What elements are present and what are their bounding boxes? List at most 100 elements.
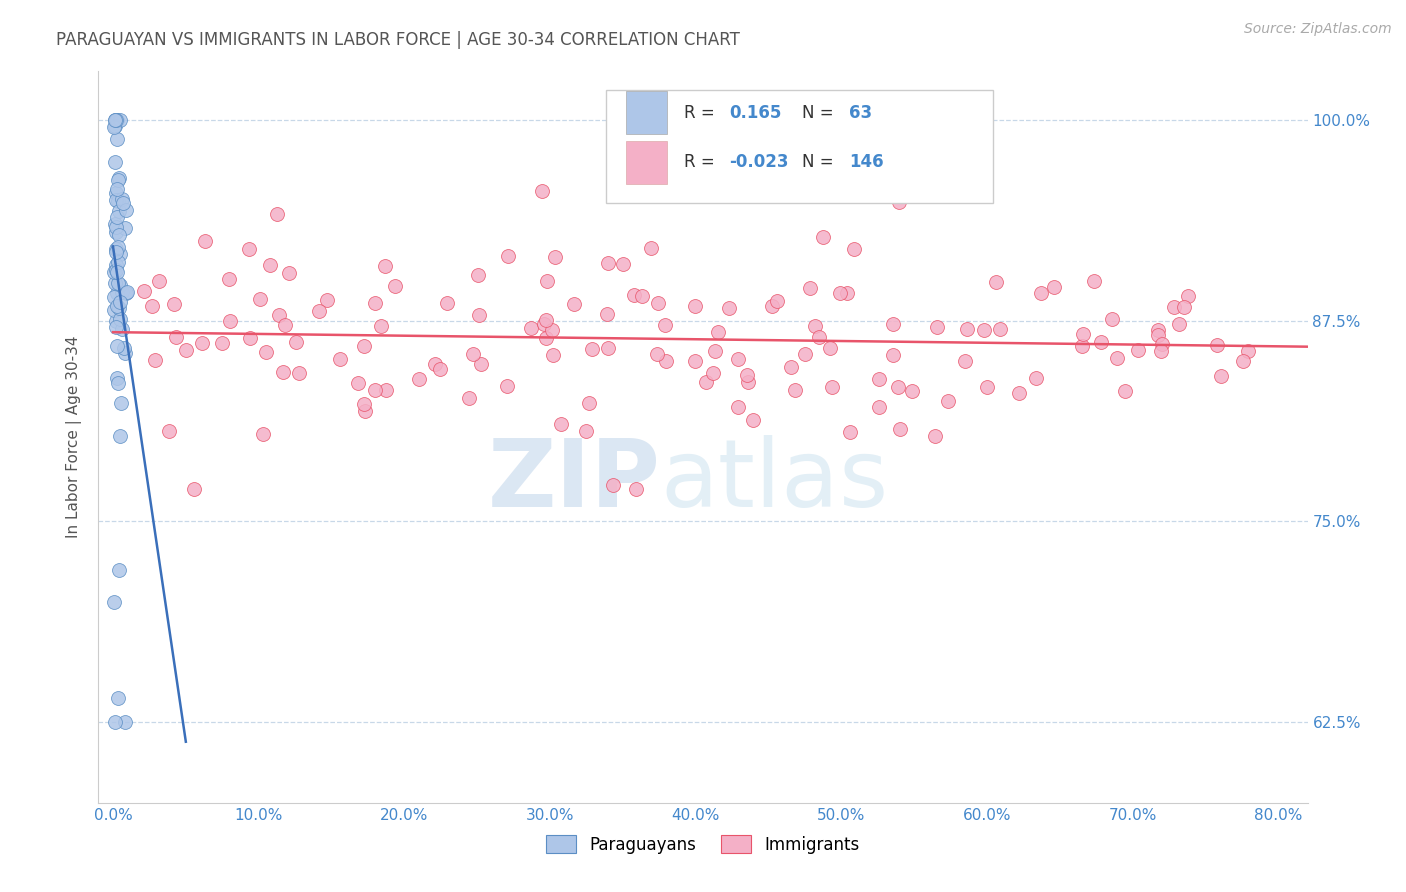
Point xyxy=(103,120,125,134)
Point xyxy=(105,264,128,278)
Point xyxy=(103,595,125,609)
Point xyxy=(533,318,555,332)
Point xyxy=(640,241,662,255)
Point xyxy=(107,239,129,253)
Point xyxy=(735,368,758,382)
Text: PARAGUAYAN VS IMMIGRANTS IN LABOR FORCE | AGE 30-34 CORRELATION CHART: PARAGUAYAN VS IMMIGRANTS IN LABOR FORCE … xyxy=(56,31,740,49)
Point xyxy=(219,314,242,328)
Point xyxy=(105,299,128,313)
Point xyxy=(211,336,233,351)
Point xyxy=(218,272,240,286)
Point xyxy=(104,112,127,127)
Point xyxy=(1149,344,1171,359)
Point xyxy=(105,242,128,256)
Point xyxy=(704,344,727,359)
Point xyxy=(645,347,668,361)
Point xyxy=(105,319,128,334)
Point xyxy=(794,346,817,360)
Point xyxy=(578,396,600,410)
Point xyxy=(654,318,676,333)
Point xyxy=(104,219,127,234)
Point xyxy=(249,292,271,306)
Point xyxy=(111,322,134,336)
Point xyxy=(238,242,260,256)
Point xyxy=(1232,354,1254,368)
Point xyxy=(1147,323,1170,337)
Point xyxy=(329,351,352,366)
Text: atlas: atlas xyxy=(661,435,889,527)
Text: 146: 146 xyxy=(849,153,884,171)
Point xyxy=(496,378,519,392)
Point xyxy=(353,397,375,411)
Point xyxy=(429,362,451,376)
Point xyxy=(695,375,717,389)
Point xyxy=(835,286,858,301)
Point xyxy=(105,112,128,127)
Point xyxy=(114,221,136,235)
Text: 0.165: 0.165 xyxy=(730,103,782,121)
Point xyxy=(145,353,167,368)
Point xyxy=(115,286,138,301)
FancyBboxPatch shape xyxy=(626,141,666,184)
Point xyxy=(531,184,554,198)
Point xyxy=(108,112,131,127)
Point xyxy=(727,400,749,414)
Point xyxy=(104,314,127,328)
Point xyxy=(596,308,619,322)
Point xyxy=(766,293,789,308)
Point xyxy=(107,171,129,186)
Point xyxy=(924,429,946,443)
Point xyxy=(111,195,134,210)
Point xyxy=(107,691,129,706)
Point xyxy=(114,202,136,217)
Point xyxy=(375,383,398,397)
Point xyxy=(550,417,572,431)
Point xyxy=(1008,386,1031,401)
Point xyxy=(105,132,128,146)
Point xyxy=(278,266,301,280)
Point xyxy=(269,308,291,322)
Point xyxy=(163,297,186,311)
Point xyxy=(496,249,519,263)
Point xyxy=(1177,289,1199,303)
Point xyxy=(973,323,995,337)
Point xyxy=(374,260,396,274)
Point xyxy=(828,286,851,301)
Point xyxy=(104,259,127,273)
Point xyxy=(598,256,620,270)
Point xyxy=(821,380,844,394)
Point xyxy=(103,264,125,278)
Point xyxy=(252,427,274,442)
Point xyxy=(467,268,489,282)
Point xyxy=(363,383,385,397)
Point xyxy=(103,290,125,304)
Point xyxy=(112,341,135,355)
Point xyxy=(1083,274,1105,288)
Point xyxy=(799,281,821,295)
Point xyxy=(107,255,129,269)
Point xyxy=(780,360,803,375)
Point xyxy=(956,321,979,335)
Point xyxy=(882,317,904,331)
Point xyxy=(468,308,491,322)
Point xyxy=(1173,301,1195,315)
Point xyxy=(107,376,129,391)
Point xyxy=(702,366,724,380)
Point xyxy=(110,396,132,410)
Text: ZIP: ZIP xyxy=(488,435,661,527)
Point xyxy=(108,294,131,309)
Point xyxy=(105,371,128,385)
Point xyxy=(1163,301,1185,315)
Point xyxy=(107,194,129,208)
Point xyxy=(540,323,562,337)
Point xyxy=(105,182,128,196)
Point xyxy=(274,318,297,332)
Point xyxy=(105,286,128,301)
Point xyxy=(148,274,170,288)
Point xyxy=(115,285,138,299)
Point xyxy=(901,384,924,398)
Point xyxy=(541,348,564,362)
Point xyxy=(308,304,330,318)
Point xyxy=(534,331,557,345)
Point xyxy=(165,330,187,344)
